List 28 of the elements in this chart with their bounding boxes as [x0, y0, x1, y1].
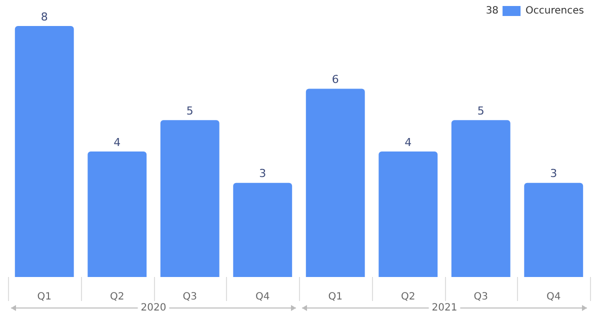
- legend-label: Occurences: [526, 6, 584, 17]
- text: 2020: [140, 302, 166, 314]
- x-tick-label: Q2: [401, 292, 416, 303]
- x-tick-label: Q4: [546, 292, 561, 303]
- data-label: 3: [259, 167, 266, 180]
- data-label: 5: [186, 104, 194, 118]
- data-label: 4: [114, 136, 121, 149]
- x-tick-label: Q1: [37, 292, 52, 303]
- text: 38: [486, 6, 499, 17]
- x-tick-label: Q4: [256, 292, 270, 303]
- bar: [378, 152, 438, 277]
- bar: [88, 152, 147, 277]
- bar: [233, 182, 292, 277]
- bar: [14, 26, 74, 277]
- x-tick-label: Q1: [328, 292, 342, 303]
- data-label: 3: [550, 167, 558, 180]
- bar: [306, 88, 365, 277]
- data-label: 6: [332, 73, 339, 86]
- x-tick-label: Q3: [182, 292, 197, 303]
- data-label: 4: [404, 136, 412, 149]
- text: 2021: [432, 302, 458, 314]
- x-tick-label: Q3: [474, 292, 488, 303]
- data-label: 5: [477, 104, 484, 118]
- bar: [524, 182, 584, 277]
- bar: [160, 120, 220, 277]
- bar: [451, 120, 510, 277]
- data-label: 8: [40, 10, 48, 24]
- x-tick-label: Q2: [110, 292, 124, 303]
